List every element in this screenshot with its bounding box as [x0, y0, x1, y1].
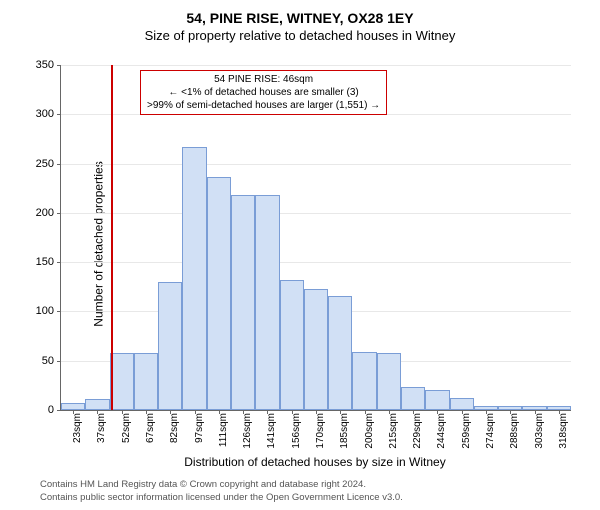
histogram-bar	[231, 195, 255, 410]
annotation-box: 54 PINE RISE: 46sqm ← <1% of detached ho…	[140, 70, 387, 115]
y-tick-mark	[57, 213, 61, 214]
x-tick-label: 156sqm	[291, 413, 302, 453]
histogram-bar	[328, 296, 352, 410]
y-tick-label: 0	[24, 404, 54, 416]
y-tick-mark	[57, 114, 61, 115]
x-tick-label: 52sqm	[121, 413, 132, 453]
gridline	[61, 164, 571, 165]
y-tick-mark	[57, 311, 61, 312]
x-tick-label: 229sqm	[412, 413, 423, 453]
histogram-bar	[304, 289, 328, 410]
y-tick-mark	[57, 164, 61, 165]
x-tick-label: 185sqm	[339, 413, 350, 453]
x-tick-label: 23sqm	[72, 413, 83, 453]
gridline	[61, 65, 571, 66]
x-tick-label: 111sqm	[218, 413, 229, 453]
gridline	[61, 213, 571, 214]
histogram-bar	[425, 390, 449, 410]
x-tick-label: 303sqm	[534, 413, 545, 453]
x-tick-label: 141sqm	[266, 413, 277, 453]
x-tick-label: 200sqm	[364, 413, 375, 453]
y-tick-label: 350	[24, 59, 54, 71]
y-tick-label: 100	[24, 305, 54, 317]
subject-marker-line	[111, 65, 113, 410]
y-tick-label: 50	[24, 355, 54, 367]
x-tick-label: 82sqm	[169, 413, 180, 453]
histogram-bar	[352, 352, 376, 410]
histogram-bar	[401, 387, 425, 410]
y-tick-mark	[57, 262, 61, 263]
chart-title: 54, PINE RISE, WITNEY, OX28 1EY	[0, 10, 600, 26]
x-tick-label: 274sqm	[485, 413, 496, 453]
x-tick-label: 318sqm	[558, 413, 569, 453]
y-tick-mark	[57, 410, 61, 411]
annotation-line1: 54 PINE RISE: 46sqm	[147, 73, 380, 86]
histogram-bar	[377, 353, 401, 410]
x-tick-label: 288sqm	[509, 413, 520, 453]
y-tick-label: 150	[24, 256, 54, 268]
histogram-bar	[255, 195, 279, 410]
x-tick-label: 215sqm	[388, 413, 399, 453]
histogram-bar	[450, 398, 474, 410]
x-tick-label: 37sqm	[96, 413, 107, 453]
y-tick-mark	[57, 361, 61, 362]
x-tick-label: 97sqm	[194, 413, 205, 453]
x-axis-label: Distribution of detached houses by size …	[60, 455, 570, 469]
annotation-line3: >99% of semi-detached houses are larger …	[147, 99, 380, 112]
histogram-bar	[158, 282, 182, 410]
annotation-line2: ← <1% of detached houses are smaller (3)	[147, 86, 380, 99]
x-tick-label: 259sqm	[461, 413, 472, 453]
y-tick-label: 300	[24, 108, 54, 120]
histogram-bar	[85, 399, 109, 410]
gridline	[61, 262, 571, 263]
y-tick-label: 250	[24, 158, 54, 170]
y-tick-label: 200	[24, 207, 54, 219]
histogram-bar	[280, 280, 304, 410]
chart-subtitle: Size of property relative to detached ho…	[0, 28, 600, 43]
footer-line2: Contains public sector information licen…	[40, 492, 403, 504]
footer: Contains HM Land Registry data © Crown c…	[40, 479, 403, 504]
y-tick-mark	[57, 65, 61, 66]
histogram-bar	[207, 177, 231, 410]
x-tick-label: 126sqm	[242, 413, 253, 453]
histogram-bar	[134, 353, 158, 410]
histogram-bar	[182, 147, 206, 410]
x-tick-label: 244sqm	[436, 413, 447, 453]
histogram-bar	[61, 403, 85, 410]
x-tick-label: 170sqm	[315, 413, 326, 453]
histogram-bar	[110, 353, 134, 410]
plot-region	[60, 65, 571, 411]
x-tick-label: 67sqm	[145, 413, 156, 453]
chart-area: Number of detached properties Distributi…	[60, 65, 570, 410]
footer-line1: Contains HM Land Registry data © Crown c…	[40, 479, 403, 491]
